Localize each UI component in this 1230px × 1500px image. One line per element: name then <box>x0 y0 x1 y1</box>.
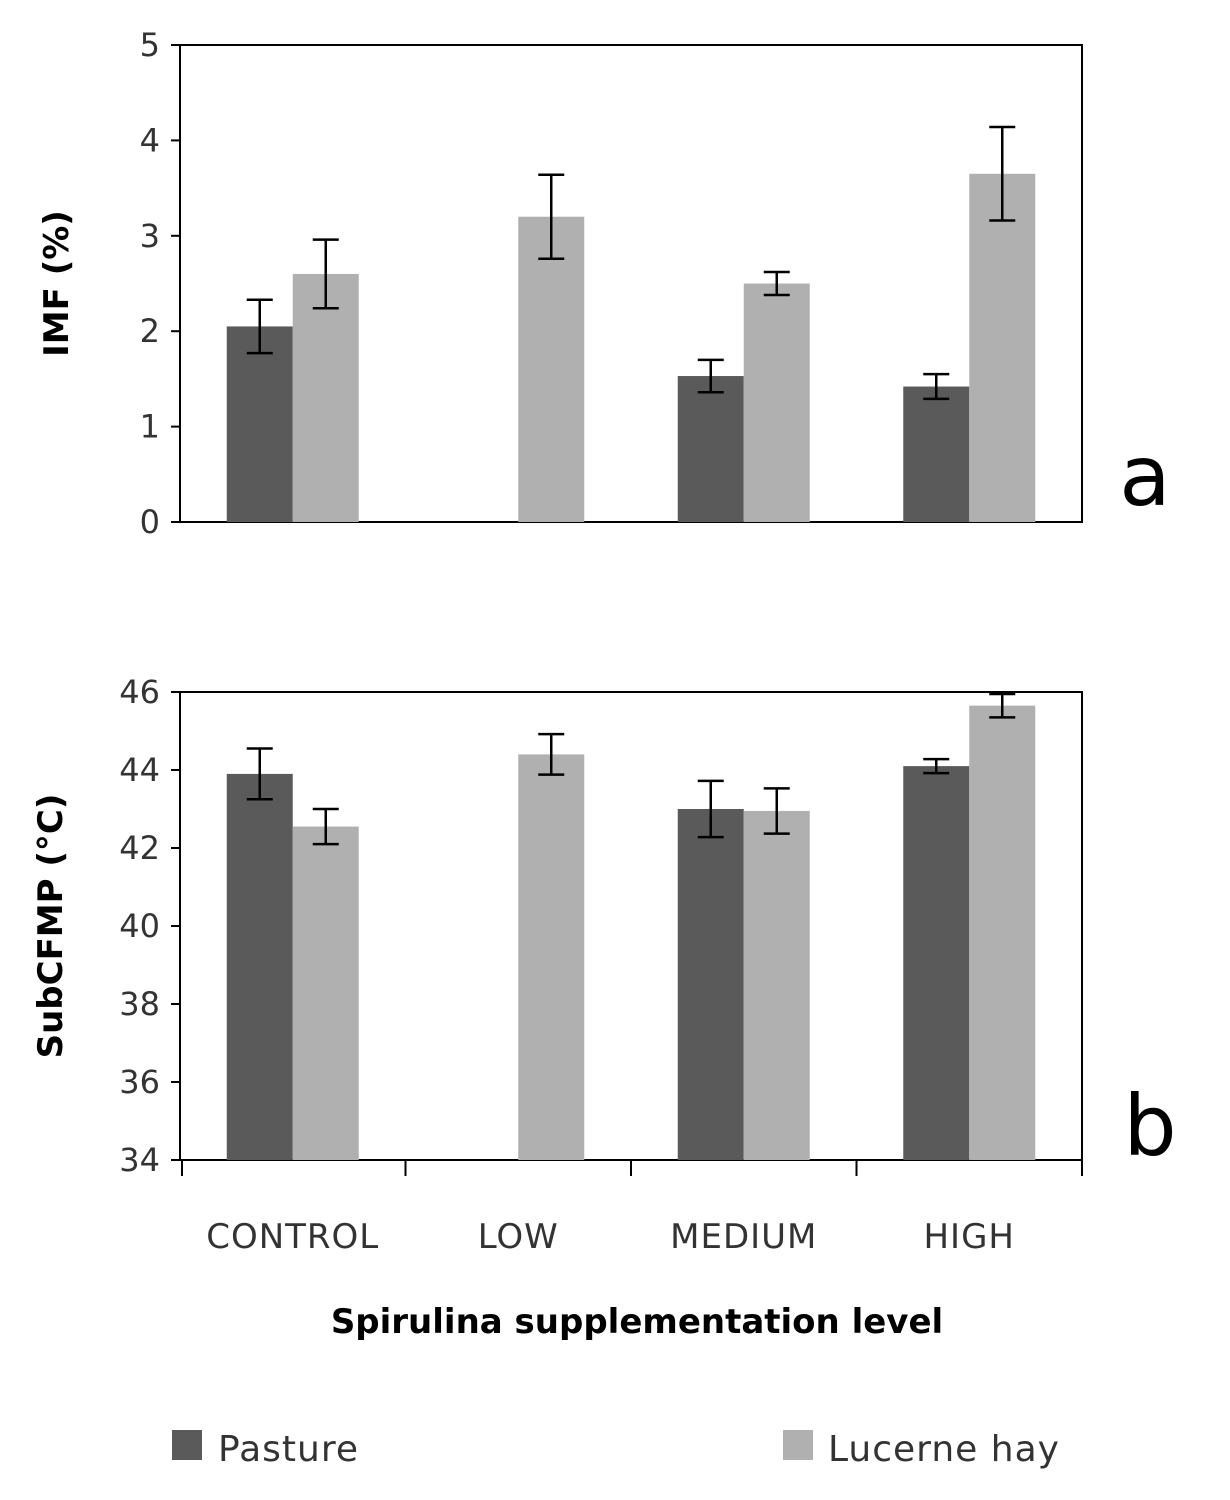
y-tick-label: 4 <box>140 121 160 159</box>
bar-lucerne-hay-low <box>518 754 585 1160</box>
bar-pasture-control <box>226 326 293 522</box>
y-tick-label: 2 <box>140 312 160 350</box>
x-tick-label-medium: MEDIUM <box>670 1217 817 1257</box>
x-tick-label-control: CONTROL <box>206 1217 379 1257</box>
bar-pasture-control <box>226 773 293 1160</box>
panel-letter: b <box>1123 1077 1176 1175</box>
y-tick-label: 44 <box>119 751 160 789</box>
legend: Pasture Lucerne hay <box>172 1429 1060 1470</box>
plot-area-frame <box>179 44 1083 523</box>
bar-lucerne-hay-control <box>292 826 359 1160</box>
bar-lucerne-hay-high <box>969 705 1036 1160</box>
panel-letter: a <box>1119 427 1170 525</box>
x-axis-title: Spirulina supplementation level <box>331 1302 943 1342</box>
bar-lucerne-hay-medium <box>743 283 810 522</box>
y-tick-label: 5 <box>140 26 160 64</box>
bar-pasture-medium <box>677 376 744 522</box>
x-tick-label-low: LOW <box>478 1217 559 1257</box>
bar-lucerne-hay-high <box>969 173 1036 523</box>
y-axis-title: SubCFMP (°C) <box>31 794 71 1059</box>
bar-pasture-high <box>903 766 970 1160</box>
y-tick-label: 1 <box>140 408 160 446</box>
bar-pasture-high <box>903 386 970 522</box>
y-tick-label: 40 <box>119 907 160 945</box>
y-tick-label: 36 <box>119 1063 160 1101</box>
x-tick-label-high: HIGH <box>923 1217 1015 1257</box>
chart-panel-a: 0 1 2 3 4 5 IMF (%) a <box>37 26 1171 541</box>
bar-lucerne-hay-low <box>518 216 585 522</box>
chart-panel-b: 34 36 38 40 42 44 46 CONTROL LOW MEDIUM HIGH SubCFM… <box>31 673 1177 1257</box>
bar-lucerne-hay-control <box>292 273 359 522</box>
y-tick-label: 46 <box>119 673 160 711</box>
legend-label-pasture: Pasture <box>218 1429 359 1470</box>
y-axis-title: IMF (%) <box>37 210 77 357</box>
y-tick-label: 0 <box>140 503 160 541</box>
legend-swatch-pasture <box>172 1430 202 1460</box>
legend-label-lucerne-hay: Lucerne hay <box>828 1429 1060 1470</box>
y-tick-label: 38 <box>119 985 160 1023</box>
y-tick-label: 3 <box>140 217 160 255</box>
bar-pasture-medium <box>677 809 744 1160</box>
bar-lucerne-hay-medium <box>743 810 810 1160</box>
legend-swatch-lucerne-hay <box>783 1430 813 1460</box>
y-tick-label: 42 <box>119 829 160 867</box>
y-tick-label: 34 <box>119 1141 160 1179</box>
